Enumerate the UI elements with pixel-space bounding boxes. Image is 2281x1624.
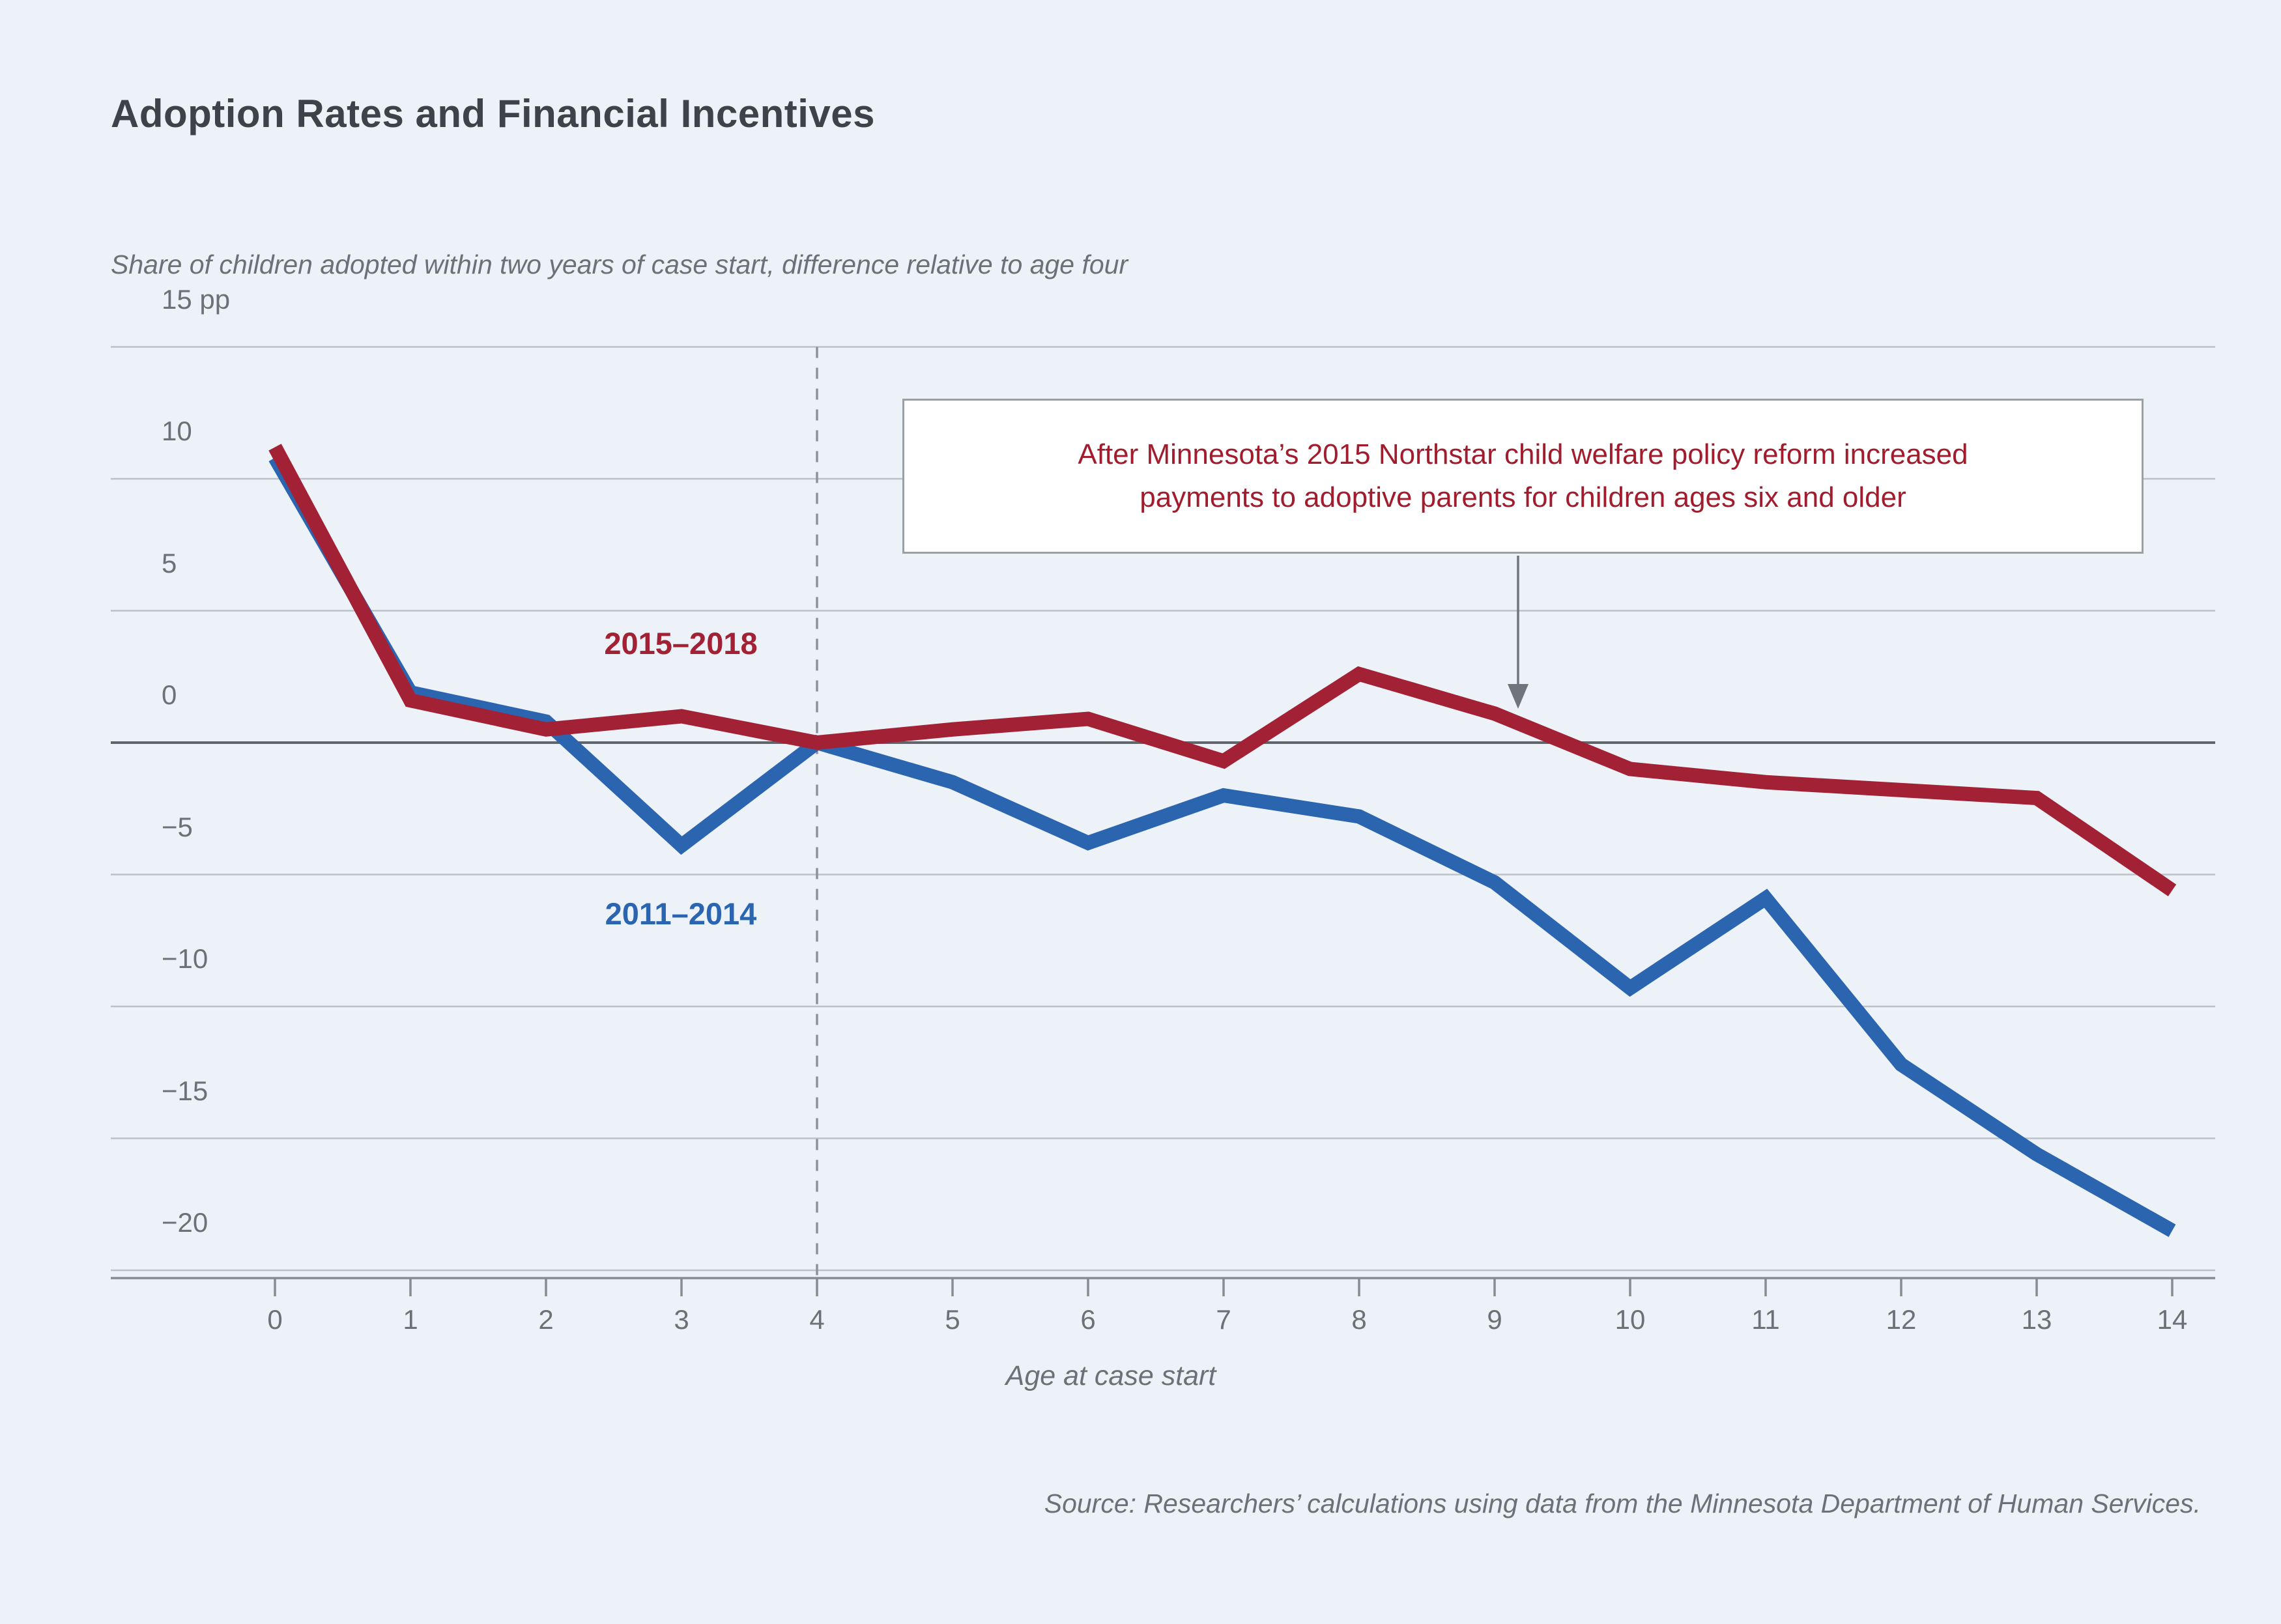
- x-axis-title: Age at case start: [1005, 1360, 1216, 1391]
- x-tick-label: 6: [1080, 1304, 1096, 1335]
- x-tick-label: 7: [1216, 1304, 1231, 1335]
- legend-label-2011-2014: 2011–2014: [605, 896, 757, 931]
- series-line-2011-2014: [268, 454, 2176, 1237]
- y-tick-label: 5: [162, 547, 177, 578]
- x-tick-label: 14: [2157, 1304, 2188, 1335]
- x-tick-label: 1: [403, 1304, 418, 1335]
- y-tick-label: −20: [162, 1207, 208, 1238]
- annotation-arrow-head: [1508, 684, 1528, 709]
- page-title: Adoption Rates and Financial Incentives: [111, 92, 876, 135]
- annotation-line-1: After Minnesota’s 2015 Northstar child w…: [1078, 438, 1968, 470]
- y-tick-label: 10: [162, 416, 192, 446]
- x-tick-label: 9: [1487, 1304, 1502, 1335]
- legend-label-2015-2018: 2015–2018: [604, 626, 758, 661]
- x-tick-label: 13: [2021, 1304, 2052, 1335]
- x-tick-label: 12: [1886, 1304, 1917, 1335]
- x-tick-label: 8: [1351, 1304, 1367, 1335]
- x-tick-label: 10: [1614, 1304, 1646, 1335]
- y-tick-label: 0: [162, 679, 177, 710]
- source-credit: Source: Researchers’ calculations using …: [1044, 1489, 2201, 1518]
- annotation-line-2: payments to adoptive parents for childre…: [1140, 481, 1906, 513]
- y-tick-label: 15 pp: [162, 283, 231, 315]
- annotation-callout-box: After Minnesota’s 2015 Northstar child w…: [902, 399, 2144, 554]
- y-tick-label: −5: [162, 811, 193, 842]
- x-tick-label: 4: [809, 1304, 825, 1335]
- x-tick-label: 2: [538, 1304, 554, 1335]
- y-tick-label: −15: [162, 1075, 208, 1106]
- series-line-2015-2018: [268, 444, 2177, 896]
- x-tick-label: 11: [1751, 1304, 1780, 1335]
- chart-subtitle: Share of children adopted within two yea…: [111, 249, 1128, 279]
- x-tick-label: 0: [267, 1304, 283, 1335]
- x-tick-label: 5: [945, 1304, 960, 1335]
- x-tick-label: 3: [674, 1304, 689, 1335]
- y-tick-label: −10: [162, 943, 208, 974]
